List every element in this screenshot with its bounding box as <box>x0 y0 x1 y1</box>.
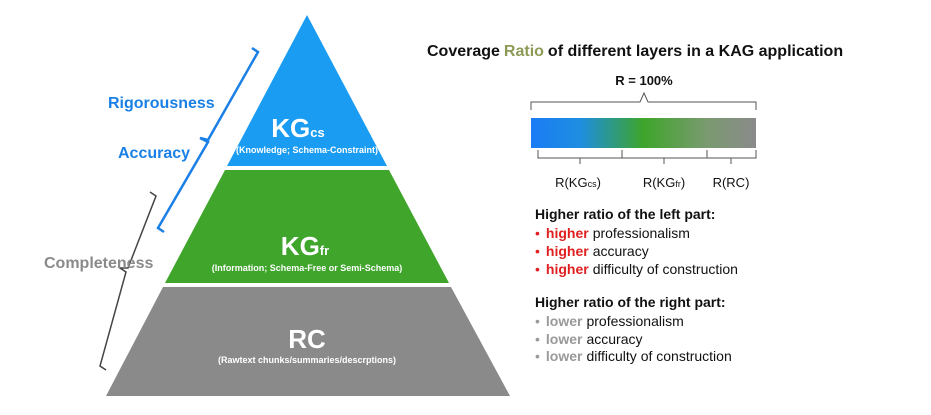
item-text: difficulty of construction <box>586 348 731 364</box>
coverage-title: Coverage Ratio of different layers in a KA… <box>427 43 843 60</box>
layer-name: KG <box>281 231 320 261</box>
layer-title: RC <box>288 324 326 354</box>
item-text: accuracy <box>586 331 642 347</box>
bullet: • <box>535 261 540 277</box>
layer-bottom <box>106 287 510 396</box>
total-label: R = 100% <box>615 73 673 88</box>
side-label: Completeness <box>44 255 153 272</box>
item-text: difficulty of construction <box>593 261 738 277</box>
keyword: higher <box>546 261 589 277</box>
layer-name: KG <box>271 113 310 143</box>
title-highlight: Ratio <box>504 43 544 60</box>
top-bracket <box>530 91 757 110</box>
list-item: • lower difficulty of construction <box>535 348 732 364</box>
layer-top <box>227 15 387 166</box>
keyword: higher <box>546 243 589 259</box>
item-text: professionalism <box>586 313 683 329</box>
layer-title: KGcs <box>271 113 324 143</box>
keyword: lower <box>546 348 583 364</box>
bullet: • <box>535 331 540 347</box>
keyword: lower <box>546 313 583 329</box>
heading: Higher ratio of the right part: <box>535 294 726 310</box>
gradient-bar <box>531 118 756 148</box>
layer-title: KGfr <box>281 231 329 261</box>
segment-label: R(KGcs) <box>555 175 601 190</box>
segment-text: ) <box>597 175 601 190</box>
segment-subscript: fr <box>675 179 681 189</box>
left-list: • higher professionalism • higher accuracy •… <box>535 225 738 277</box>
heading: Higher ratio of the left part: <box>535 206 715 222</box>
keyword: lower <box>546 331 583 347</box>
item-text: professionalism <box>593 225 690 241</box>
side-label: Rigorousness <box>108 95 215 112</box>
layer-description: (Information; Schema-Free or Semi-Schema… <box>212 263 403 273</box>
segment-text: R(KG <box>643 175 676 190</box>
segment-text: ) <box>681 175 685 190</box>
bullet: • <box>535 225 540 241</box>
side-label: Accuracy <box>118 145 190 162</box>
list-item: • higher accuracy <box>535 243 649 259</box>
brace-blue <box>156 46 260 234</box>
segment-label: R(KGfr) <box>643 175 685 190</box>
keyword: higher <box>546 225 589 241</box>
bullet: • <box>535 243 540 259</box>
bullet: • <box>535 313 540 329</box>
list-item: • higher difficulty of construction <box>535 261 738 277</box>
layer-subscript: cs <box>310 125 324 140</box>
list-item: • higher professionalism <box>535 225 690 241</box>
segment-brackets <box>537 150 757 164</box>
list-item: • lower accuracy <box>535 331 643 347</box>
layer-subscript: fr <box>320 243 329 258</box>
item-text: accuracy <box>593 243 649 259</box>
list-item: • lower professionalism <box>535 313 684 329</box>
brace-gray <box>99 191 157 371</box>
title-part: Coverage <box>427 43 500 60</box>
layer-description: (Knowledge; Schema-Constraint) <box>236 145 378 155</box>
layer-description: (Rawtext chunks/summaries/descrptions) <box>218 355 396 365</box>
title-part: of different layers in a KAG application <box>548 43 843 60</box>
layer-middle <box>165 170 449 283</box>
bullet: • <box>535 348 540 364</box>
segment-text: R(KG <box>555 175 588 190</box>
segment-label: R(RC) <box>713 175 750 190</box>
segment-subscript: cs <box>588 179 598 189</box>
right-list: • lower professionalism • lower accuracy • lo… <box>535 313 732 364</box>
